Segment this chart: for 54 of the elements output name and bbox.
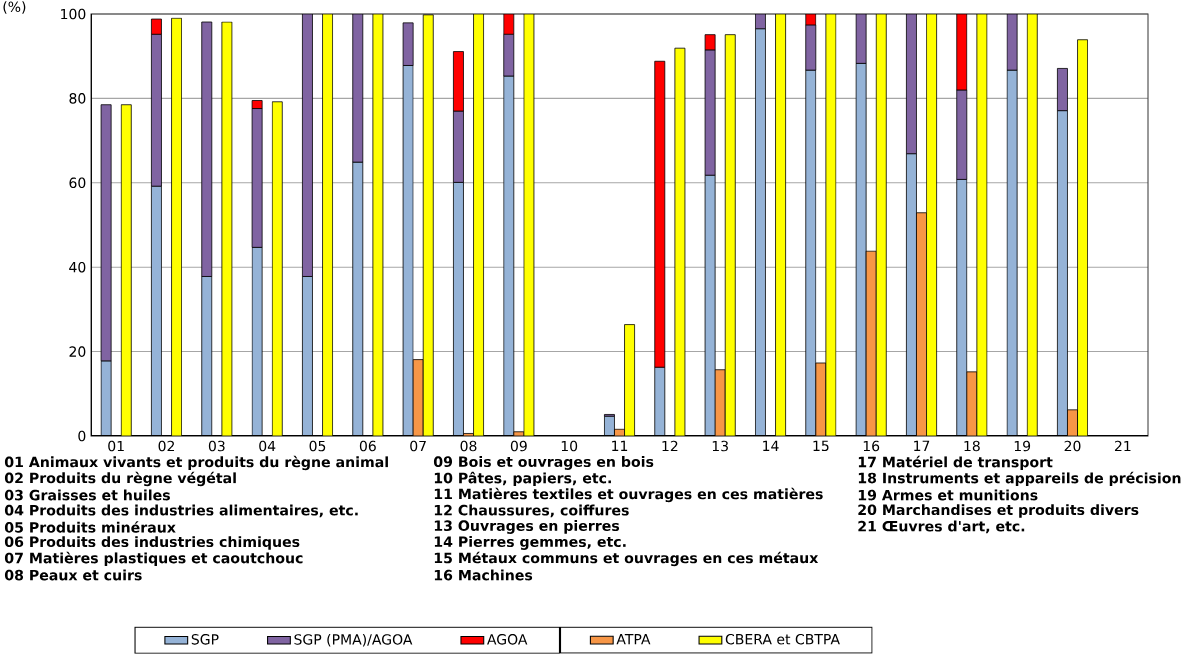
text: 13 Ouvrages en pierres <box>434 520 620 535</box>
x-tick-label: 09 <box>510 440 527 452</box>
text: 03 Graisses et huiles <box>4 489 170 501</box>
x-tick-label: 18 <box>964 440 980 452</box>
text: 08 Peaux et cuirs <box>4 569 142 581</box>
legend-label: SGP (PMA)/AGOA <box>294 634 413 647</box>
y-tick-label: 60 <box>69 177 86 189</box>
x-tick-label: 19 <box>1014 440 1031 452</box>
text: 09 Bois et ouvrages en bois <box>433 456 654 471</box>
x-tick-label: 10 <box>561 440 578 452</box>
x-tick-label: 13 <box>712 440 728 452</box>
text: 10 Pâtes, papiers, etc. <box>434 471 611 487</box>
legend-label: SGP <box>191 634 219 645</box>
text: 14 Pierres gemmes, etc. <box>434 536 626 551</box>
text: 06 Produits des industries chimiques <box>4 536 300 550</box>
x-tick-label: 07 <box>410 440 426 452</box>
text: 18 Instruments et appareils de précision <box>858 471 1181 487</box>
y-tick-label: 80 <box>69 93 86 104</box>
text: 11 Matières textiles et ouvrages en ces matières <box>434 487 823 503</box>
text: 12 Chaussures, coiffures <box>434 504 629 518</box>
text: 01 Animaux vivants et produits du règne animal <box>4 455 388 471</box>
text: 20 Marchandises et produits divers <box>858 504 1139 518</box>
x-tick-label: 17 <box>914 440 930 452</box>
text: 04 Produits des industries alimentaires, etc. <box>4 504 358 518</box>
x-tick-label: 03 <box>208 440 225 452</box>
x-tick-label: 08 <box>460 440 477 452</box>
x-tick-label: 16 <box>863 440 880 452</box>
y-tick-label: 20 <box>69 346 86 357</box>
text: 15 Métaux communs et ouvrages en ces métaux <box>434 551 819 567</box>
x-tick-label: 01 <box>108 440 124 452</box>
x-tick-label: 04 <box>259 440 276 452</box>
text: 21 Œuvres d'art, etc. <box>858 520 1025 534</box>
text: 07 Matières plastiques et caoutchouc <box>4 551 303 567</box>
legend-label: AGOA <box>487 634 528 645</box>
x-tick-label: 20 <box>1064 440 1081 452</box>
text: 05 Produits minéraux <box>4 521 176 533</box>
text: 19 Armes et munitions <box>858 489 1038 501</box>
x-tick-label: 06 <box>359 440 376 452</box>
x-tick-label: 12 <box>662 440 678 452</box>
y-axis-title: (%) <box>3 1 26 14</box>
x-tick-label: 14 <box>763 440 779 452</box>
legend-label: ATPA <box>616 634 651 645</box>
x-tick-label: 11 <box>612 440 628 452</box>
legend-label: CBERA et CBTPA <box>725 634 840 645</box>
text: 17 Matériel de transport <box>858 455 1053 471</box>
y-tick-label: 100 <box>61 8 86 20</box>
text: 16 Machines <box>434 569 533 581</box>
x-tick-label: 15 <box>813 440 829 452</box>
x-tick-label: 05 <box>309 440 326 452</box>
y-tick-label: 0 <box>78 430 86 442</box>
text: 02 Produits du règne végétal <box>4 471 236 487</box>
x-tick-label: 02 <box>158 440 175 452</box>
y-tick-label: 40 <box>69 262 86 273</box>
x-tick-label: 21 <box>1114 440 1131 452</box>
